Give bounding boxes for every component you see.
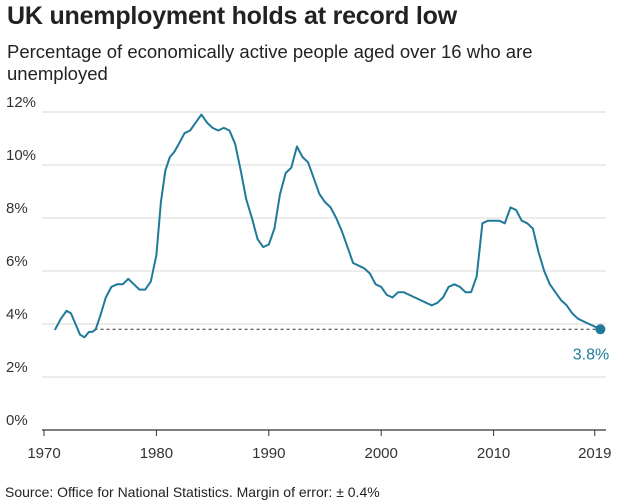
x-tick-label: 2019 (578, 445, 611, 462)
y-tick-label: 12% (6, 94, 36, 111)
latest-point (595, 324, 606, 335)
y-tick-label: 0% (6, 412, 28, 429)
source-note: Source: Office for National Statistics. … (5, 484, 380, 500)
x-tick-label: 1970 (27, 445, 60, 462)
y-tick-label: 4% (6, 306, 28, 323)
y-tick-label: 6% (6, 253, 28, 270)
series-line (54, 113, 602, 339)
latest-value-label: 3.8% (573, 346, 609, 363)
y-tick-label: 8% (6, 200, 28, 217)
chart-subtitle: Percentage of economically active people… (7, 41, 533, 84)
x-tick-label: 2000 (365, 445, 398, 462)
x-tick-label: 1990 (252, 445, 285, 462)
line-chart: 0% 2% 4% 6% 8% 10% 12% 1970 1980 1990 2000 2010 2019… (6, 94, 611, 462)
x-tick-label: 2010 (477, 445, 510, 462)
y-tick-label: 2% (6, 359, 28, 376)
x-tick-label: 1980 (140, 445, 173, 462)
chart-title: UK unemployment holds at record low (7, 2, 457, 30)
y-tick-label: 10% (6, 147, 36, 164)
